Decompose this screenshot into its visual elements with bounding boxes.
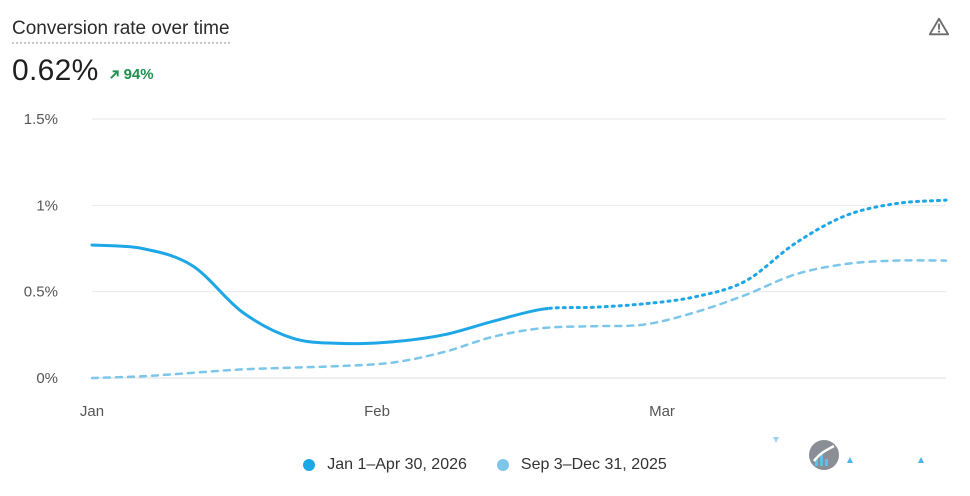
arrow-up-right-icon (109, 70, 119, 79)
chart-title[interactable]: Conversion rate over time (12, 18, 230, 44)
metric-delta-value: 94% (123, 66, 154, 83)
line-chart: 0% 0.5% 1% 1.5% Jan Feb Mar (24, 111, 948, 420)
metric-summary: 0.62% 94% (12, 54, 154, 88)
series-line-current-projected (548, 198, 948, 310)
marker-triangle-icon (918, 457, 924, 463)
metric-value: 0.62% (12, 54, 99, 87)
x-tick-label: Feb (364, 403, 390, 420)
marker-triangle-icon (773, 437, 779, 443)
y-tick-label: 0% (36, 370, 58, 387)
y-tick-label: 1% (36, 197, 58, 214)
series-line-previous (90, 259, 948, 380)
badge-graphic-icon (813, 444, 835, 466)
legend-item-previous[interactable]: Sep 3–Dec 31, 2025 (496, 456, 667, 474)
y-tick-label: 1.5% (24, 111, 58, 128)
legend-label-previous: Sep 3–Dec 31, 2025 (520, 456, 667, 473)
x-tick-label: Jan (80, 403, 104, 420)
warning-triangle-icon[interactable] (928, 16, 950, 38)
chart-legend: Jan 1–Apr 30, 2026 Sep 3–Dec 31, 2025 (0, 456, 970, 474)
marker-triangle-icon (847, 457, 853, 463)
legend-dot-current (303, 459, 316, 471)
legend-dot-previous (496, 459, 509, 471)
y-tick-label: 0.5% (24, 284, 58, 301)
x-tick-label: Mar (649, 403, 675, 420)
app-badge-icon[interactable] (809, 440, 839, 470)
legend-label-current: Jan 1–Apr 30, 2026 (327, 456, 467, 473)
metric-delta: 94% (109, 66, 154, 83)
series-line-current (90, 243, 549, 346)
legend-item-current[interactable]: Jan 1–Apr 30, 2026 (303, 456, 467, 474)
